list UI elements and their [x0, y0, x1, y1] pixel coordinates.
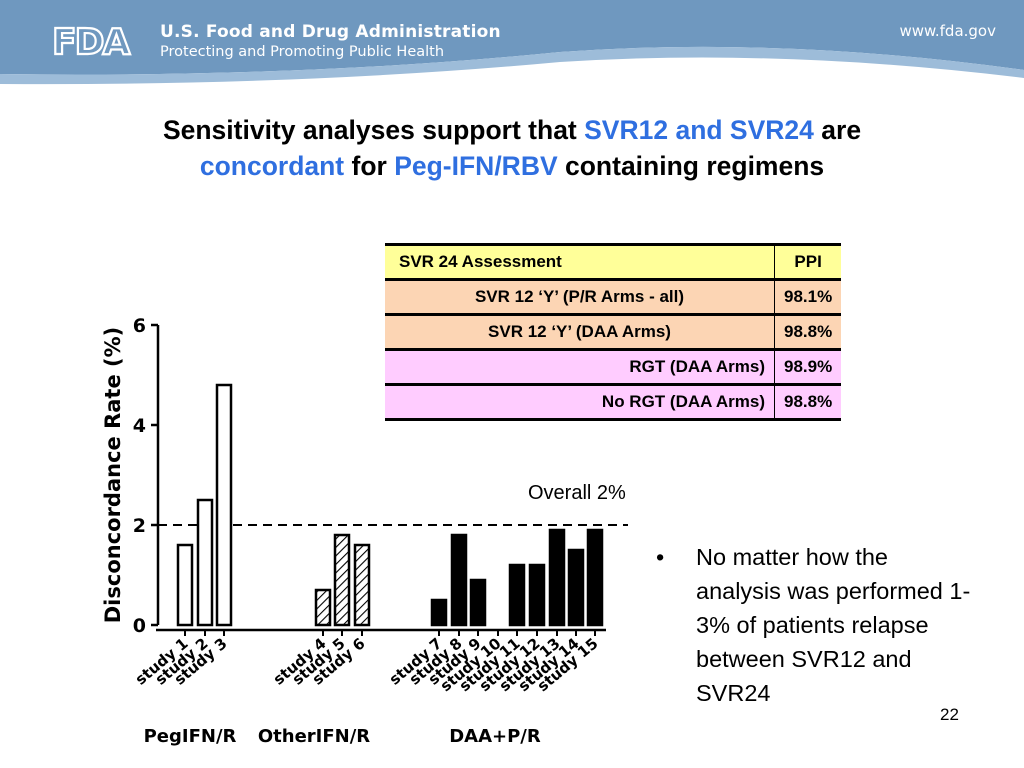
table-header-cell: PPI [774, 243, 842, 281]
bar-study-15 [586, 528, 604, 627]
table-row: No RGT (DAA Arms) 98.8% [385, 383, 842, 421]
y-axis-label: Disconcordance Rate (%) [101, 327, 125, 624]
bar-study-1 [176, 543, 194, 627]
table-cell-label: SVR 12 ‘Y’ (DAA Arms) [385, 313, 775, 351]
group-label: OtherIFN/R [258, 726, 370, 747]
group-label: DAA+P/R [449, 726, 541, 747]
table-row: SVR 12 ‘Y’ (DAA Arms) 98.8% [385, 313, 842, 351]
y-tick-label: 4 [133, 415, 146, 437]
agency-tagline: Protecting and Promoting Public Health [160, 44, 445, 60]
bullet-marker: • [656, 544, 665, 570]
website-link[interactable]: www.fda.gov [899, 22, 996, 40]
bar-study-3 [215, 383, 233, 627]
page-number: 22 [940, 705, 959, 724]
table-row: RGT (DAA Arms) 98.9% [385, 348, 842, 386]
table-cell-label: RGT (DAA Arms) [385, 348, 775, 386]
bar-study-2 [196, 498, 214, 627]
bullet-point: • No matter how the analysis was perform… [656, 540, 976, 710]
bar-study-14 [567, 548, 585, 627]
title-part: containing regimens [557, 151, 825, 181]
table-header-row: SVR 24 Assessment PPI [385, 243, 842, 281]
table-header-cell: SVR 24 Assessment [385, 243, 775, 281]
bar-study-4 [314, 588, 332, 627]
bullet-text: No matter how the analysis was performed… [696, 544, 971, 706]
fda-logo: FDA [50, 20, 146, 65]
bar-study-13 [548, 528, 566, 627]
title-highlight: SVR12 and SVR24 [584, 115, 814, 145]
group-label: PegIFN/R [144, 726, 237, 747]
table-cell-value: 98.9% [774, 348, 842, 386]
bar-study-7 [430, 598, 448, 627]
title-part: for [344, 151, 395, 181]
bar-study-6 [353, 543, 371, 627]
bar-study-5 [333, 533, 351, 627]
y-tick-label: 2 [133, 515, 146, 537]
overall-reference-label: Overall 2% [528, 482, 626, 504]
agency-name: U.S. Food and Drug Administration [160, 22, 501, 42]
y-tick-label: 0 [133, 615, 146, 637]
table-cell-value: 98.1% [774, 278, 842, 316]
table-cell-label: SVR 12 ‘Y’ (P/R Arms - all) [385, 278, 775, 316]
bar-study-11 [508, 563, 526, 627]
table-cell-value: 98.8% [774, 383, 842, 421]
bar-study-12 [528, 563, 546, 627]
table-cell-label: No RGT (DAA Arms) [385, 383, 775, 421]
svg-text:FDA: FDA [52, 22, 130, 60]
title-part: are [813, 115, 862, 145]
title-highlight: concordant [199, 151, 345, 181]
table-row: SVR 12 ‘Y’ (P/R Arms - all) 98.1% [385, 278, 842, 316]
ppi-table: SVR 24 Assessment PPI SVR 12 ‘Y’ (P/R Ar… [385, 243, 842, 421]
slide-title: Sensitivity analyses support that SVR12 … [0, 112, 1024, 184]
y-tick-label: 6 [133, 315, 146, 337]
table-cell-value: 98.8% [774, 313, 842, 351]
bar-study-9 [469, 578, 487, 627]
title-highlight: Peg-IFN/RBV [394, 151, 558, 181]
bar-study-8 [450, 533, 468, 627]
title-part: Sensitivity analyses support that [162, 115, 585, 145]
header-banner [0, 0, 1024, 100]
